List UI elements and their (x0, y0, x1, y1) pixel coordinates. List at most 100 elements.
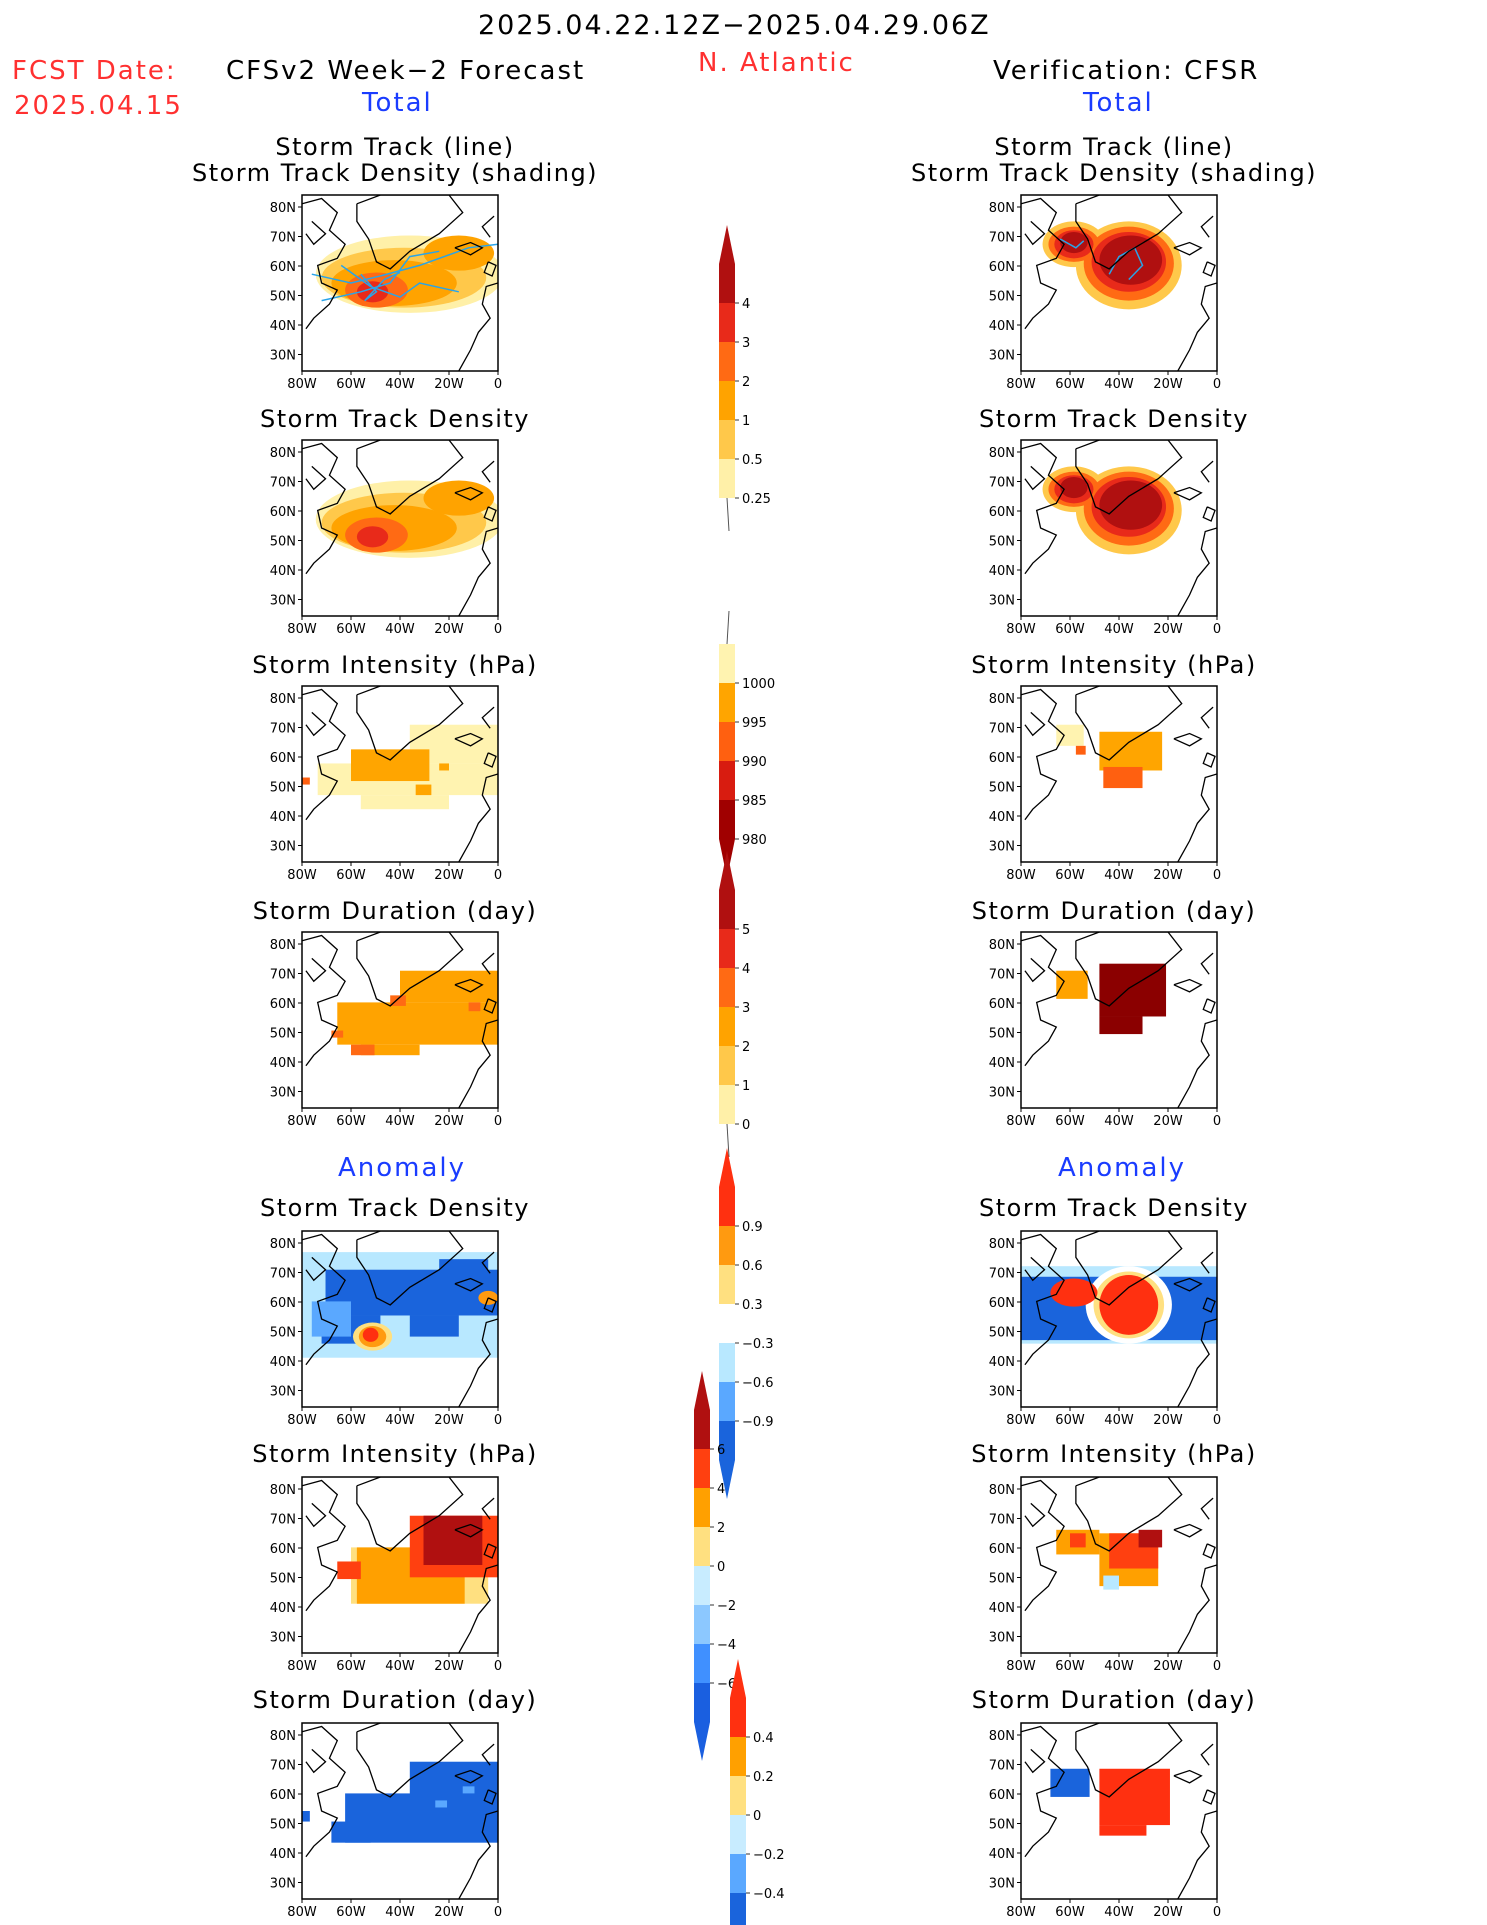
x-tick-label: 80W (287, 1114, 317, 1129)
colorbar-swatch (719, 420, 735, 459)
field-cell (337, 1561, 361, 1580)
x-tick-label: 20W (1153, 868, 1183, 883)
coastline (1075, 686, 1183, 761)
x-tick-label: 0 (494, 622, 502, 637)
date-range-title: 2025.04.22.12Z−2025.04.29.06Z (478, 10, 991, 41)
x-tick-label: 80W (287, 1659, 317, 1674)
field-cell (1138, 1529, 1163, 1548)
y-tick-label: 30N (989, 1631, 1015, 1646)
colorbar-label: 0.2 (753, 1770, 774, 1785)
coastline (1173, 1769, 1203, 1784)
colorbar-tip (719, 225, 735, 264)
map-panel: 80N 70N 60N 50N 40N 30N 80W 60W 40W 20W 0 (989, 931, 1221, 1129)
right-model-title: Verification: CFSR (993, 56, 1260, 86)
map-panel: 80N 70N 60N 50N 40N 30N 80W 60W 40W 20W 0 (989, 439, 1221, 637)
y-tick-label: 50N (270, 1326, 296, 1341)
x-tick-label: 40W (385, 1114, 415, 1129)
y-tick-label: 60N (989, 505, 1015, 520)
panel-title: Storm Duration (day) (971, 897, 1257, 925)
y-tick-label: 70N (989, 476, 1015, 491)
left-anomaly-label: Anomaly (338, 1153, 467, 1183)
y-tick-label: 70N (270, 1513, 296, 1528)
colorbar-label: −4 (717, 1638, 736, 1653)
field-cell (409, 1761, 498, 1797)
field-cell (331, 1821, 371, 1843)
x-tick-label: 20W (1153, 1905, 1183, 1920)
field-cell (351, 749, 430, 782)
colorbar-duration_anom: 0.4 0.2 0 −0.2 −0.4 (730, 1659, 785, 1925)
y-tick-label: 30N (989, 349, 1015, 364)
coastline (356, 1723, 464, 1798)
y-tick-label: 40N (270, 1355, 296, 1370)
field-contour (423, 235, 495, 271)
panel-title: Storm Track Density (shading) (910, 159, 1318, 187)
y-tick-label: 60N (989, 1542, 1015, 1557)
colorbar-swatch (719, 683, 735, 722)
x-tick-label: 0 (494, 1114, 502, 1129)
map-panel: 80N 70N 60N 50N 40N 30N 80W 60W 40W 20W 0 (270, 1230, 502, 1428)
colorbar-swatch (719, 968, 735, 1007)
x-tick-label: 20W (434, 868, 464, 883)
field-cell (415, 784, 432, 796)
y-tick-label: 80N (989, 446, 1015, 461)
x-tick-label: 60W (1055, 1905, 1085, 1920)
x-tick-label: 60W (1055, 1659, 1085, 1674)
field-contour (423, 480, 495, 516)
y-tick-label: 80N (270, 692, 296, 707)
coastline (1075, 1477, 1183, 1552)
field-contour (356, 526, 389, 548)
coastline (305, 465, 327, 491)
coastline (1177, 282, 1217, 371)
y-tick-label: 80N (270, 938, 296, 953)
region-title: N. Atlantic (698, 48, 855, 78)
y-tick-label: 60N (270, 1542, 296, 1557)
x-tick-label: 0 (1213, 1114, 1221, 1129)
colorbar-swatch (730, 1698, 746, 1737)
colorbar-label: −0.9 (742, 1415, 774, 1430)
coastline (305, 1748, 327, 1774)
colorbar-density_total: 4 3 2 1 0.5 0.25 (719, 225, 771, 532)
coastline (1024, 1256, 1046, 1282)
coastline (481, 215, 495, 238)
field-contour (1060, 476, 1088, 499)
coastline (1177, 1810, 1217, 1899)
field-cell (1070, 1533, 1086, 1548)
colorbar-tip (730, 1659, 746, 1698)
colorbar-swatch (730, 1854, 746, 1893)
colorbar-label: 0.9 (742, 1220, 763, 1235)
colorbar-label: 0 (753, 1809, 761, 1824)
y-tick-label: 30N (989, 1086, 1015, 1101)
map-panel: 80N 70N 60N 50N 40N 30N 80W 60W 40W 20W 0 (270, 1476, 502, 1674)
left-model-title: CFSv2 Week−2 Forecast (226, 56, 586, 86)
y-tick-label: 30N (989, 840, 1015, 855)
field-contour (1099, 235, 1163, 285)
colorbar-label: −6 (717, 1677, 736, 1692)
colorbar-swatch (719, 1007, 735, 1046)
y-tick-label: 70N (270, 476, 296, 491)
colorbar-swatch (719, 890, 735, 929)
coastline (454, 1277, 484, 1292)
x-tick-label: 60W (1055, 868, 1085, 883)
coastline (1202, 1543, 1216, 1559)
colorbar-swatch (719, 342, 735, 381)
field-contour (1060, 231, 1088, 254)
x-tick-label: 0 (494, 868, 502, 883)
panel-title: Storm Intensity (hPa) (252, 651, 538, 679)
coastline (1202, 1297, 1216, 1313)
y-tick-label: 70N (270, 231, 296, 246)
colorbar-swatch (730, 1893, 746, 1925)
y-tick-label: 40N (270, 564, 296, 579)
x-tick-label: 20W (1153, 377, 1183, 392)
coastline (302, 1233, 346, 1366)
x-tick-label: 40W (1104, 377, 1134, 392)
coastline (1173, 1523, 1203, 1538)
storm-track-line (340, 264, 459, 298)
y-tick-label: 60N (270, 997, 296, 1012)
colorbar-tip (694, 1722, 710, 1761)
colorbar-stub (726, 497, 730, 532)
y-tick-label: 40N (270, 319, 296, 334)
coastline (1021, 197, 1065, 330)
colorbar-label: 0.6 (742, 1259, 763, 1274)
colorbar-label: 2 (742, 1040, 750, 1055)
storm-track-line (321, 250, 440, 302)
